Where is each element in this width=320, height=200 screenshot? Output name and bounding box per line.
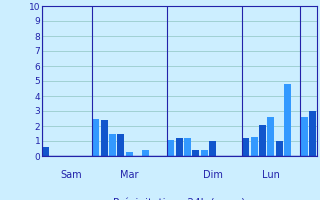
- Bar: [117, 134, 124, 156]
- Bar: [242, 138, 250, 156]
- Bar: [301, 117, 308, 156]
- Text: Mar: Mar: [120, 170, 139, 180]
- Bar: [109, 134, 116, 156]
- Bar: [176, 138, 183, 156]
- Bar: [167, 140, 174, 156]
- Bar: [184, 138, 191, 156]
- Text: Dim: Dim: [203, 170, 222, 180]
- Bar: [309, 111, 316, 156]
- Bar: [42, 147, 49, 156]
- Bar: [192, 150, 199, 156]
- Bar: [259, 124, 266, 156]
- Text: Lun: Lun: [262, 170, 280, 180]
- Text: Sam: Sam: [60, 170, 82, 180]
- Text: Précipitations 24h ( mm ): Précipitations 24h ( mm ): [113, 198, 245, 200]
- Bar: [251, 136, 258, 156]
- Bar: [100, 120, 108, 156]
- Bar: [92, 118, 99, 156]
- Bar: [126, 152, 133, 156]
- Bar: [284, 84, 291, 156]
- Bar: [201, 150, 208, 156]
- Bar: [142, 150, 149, 156]
- Bar: [209, 141, 216, 156]
- Bar: [276, 141, 283, 156]
- Bar: [268, 117, 275, 156]
